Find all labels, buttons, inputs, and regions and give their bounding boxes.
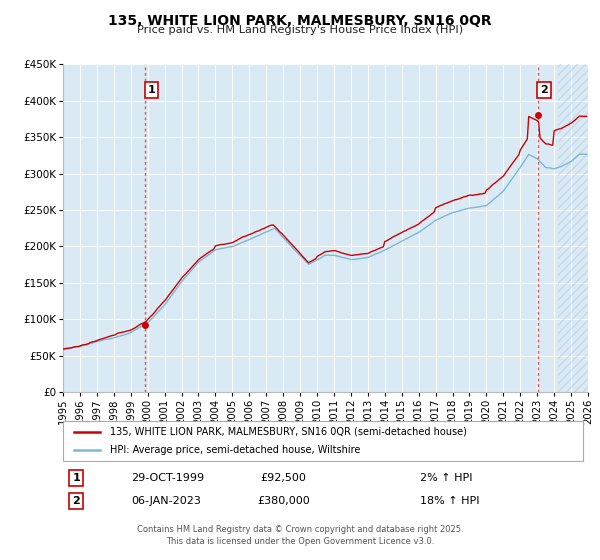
Text: 2: 2 — [540, 85, 548, 95]
Text: 1: 1 — [72, 473, 80, 483]
Text: Contains HM Land Registry data © Crown copyright and database right 2025.
This d: Contains HM Land Registry data © Crown c… — [137, 525, 463, 546]
Text: £92,500: £92,500 — [260, 473, 307, 483]
Text: 2: 2 — [72, 496, 80, 506]
Text: 135, WHITE LION PARK, MALMESBURY, SN16 0QR: 135, WHITE LION PARK, MALMESBURY, SN16 0… — [108, 14, 492, 28]
Text: £380,000: £380,000 — [257, 496, 310, 506]
FancyBboxPatch shape — [63, 421, 583, 461]
Text: HPI: Average price, semi-detached house, Wiltshire: HPI: Average price, semi-detached house,… — [110, 445, 361, 455]
Text: Price paid vs. HM Land Registry's House Price Index (HPI): Price paid vs. HM Land Registry's House … — [137, 25, 463, 35]
Text: 135, WHITE LION PARK, MALMESBURY, SN16 0QR (semi-detached house): 135, WHITE LION PARK, MALMESBURY, SN16 0… — [110, 427, 467, 437]
Text: 06-JAN-2023: 06-JAN-2023 — [131, 496, 201, 506]
Text: 29-OCT-1999: 29-OCT-1999 — [131, 473, 205, 483]
Text: 1: 1 — [148, 85, 155, 95]
Text: 18% ↑ HPI: 18% ↑ HPI — [420, 496, 479, 506]
Text: 2% ↑ HPI: 2% ↑ HPI — [420, 473, 473, 483]
